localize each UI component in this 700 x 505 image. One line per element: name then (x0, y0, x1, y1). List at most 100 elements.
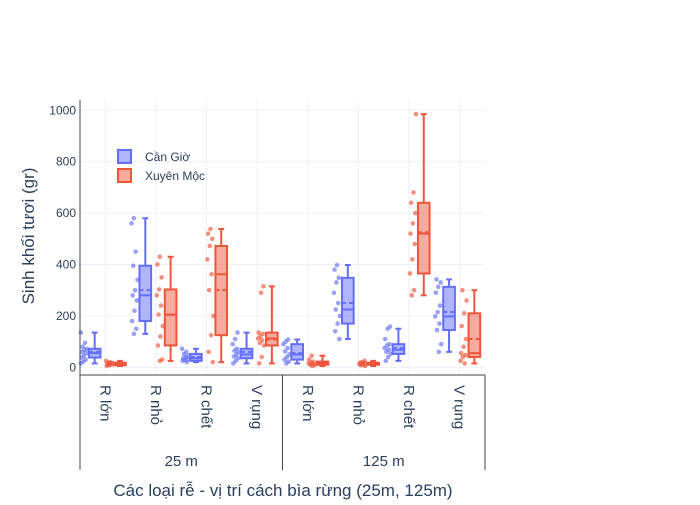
y-tick-label: 400 (56, 257, 76, 271)
data-point (285, 345, 290, 351)
box-xuyen-moc (458, 287, 482, 366)
data-point (206, 287, 212, 293)
data-point (413, 210, 418, 216)
data-point (410, 257, 415, 262)
data-point (184, 349, 189, 355)
data-point (156, 312, 161, 317)
data-point (434, 327, 440, 333)
box-xuyen-moc (356, 358, 380, 369)
legend-label: Xuyên Mộc (145, 169, 205, 183)
box-body (163, 288, 178, 347)
legend-swatch (117, 149, 132, 164)
data-point (134, 298, 140, 303)
data-point (435, 309, 440, 315)
box-body (467, 312, 482, 359)
data-point (209, 271, 214, 277)
y-tick-label: 200 (56, 309, 76, 323)
data-point (80, 344, 85, 350)
data-point (211, 313, 216, 319)
data-point (412, 241, 418, 247)
group-label: 125 m (363, 453, 405, 470)
y-tick-label: 600 (56, 206, 76, 220)
y-tick-label: 0 (69, 360, 76, 374)
data-point (461, 311, 467, 316)
data-point (103, 358, 109, 364)
data-point (160, 323, 166, 329)
data-point (334, 262, 340, 268)
data-point (179, 346, 185, 352)
data-point (386, 347, 392, 353)
x-tick-label: R chết (400, 385, 417, 429)
data-point (133, 326, 139, 332)
data-point (332, 267, 337, 272)
box-can-gio (179, 346, 203, 365)
data-point (258, 290, 264, 296)
data-point (413, 111, 419, 117)
data-point (463, 352, 468, 358)
legend[interactable]: Cần Giờ Xuyên Mộc (117, 149, 205, 183)
data-point (460, 287, 465, 293)
data-point (158, 334, 163, 339)
box-xuyen-moc (407, 111, 431, 298)
data-point (387, 324, 393, 329)
data-point (438, 341, 444, 347)
data-point (156, 287, 162, 292)
data-point (463, 336, 469, 342)
data-point (159, 357, 165, 362)
data-point (132, 287, 138, 293)
box-xuyen-moc (255, 284, 279, 366)
data-point (382, 336, 388, 342)
box-body (442, 285, 456, 332)
data-point (410, 221, 416, 226)
data-point (205, 231, 211, 236)
data-point (411, 190, 416, 195)
data-point (210, 359, 216, 365)
data-point (236, 350, 242, 355)
gridlines (80, 100, 485, 375)
data-point (309, 353, 314, 359)
group-label: 25 m (165, 453, 198, 470)
data-point (285, 337, 291, 342)
box-body (416, 201, 431, 275)
data-point (408, 200, 414, 206)
data-point (207, 243, 213, 249)
x-tick-label: R lớn (96, 385, 113, 422)
x-tick-label: R nhỏ (147, 385, 164, 425)
data-point (336, 275, 342, 281)
box-xuyen-moc (205, 226, 229, 365)
data-point (383, 358, 389, 364)
data-point (205, 257, 210, 262)
box-body (290, 343, 305, 361)
data-point (235, 355, 241, 361)
data-point (282, 349, 288, 354)
data-point (208, 332, 214, 338)
data-point (256, 361, 262, 366)
x-tick-label: V rụng (451, 385, 468, 429)
data-point (133, 249, 138, 254)
data-point (433, 290, 439, 296)
data-point (434, 277, 439, 282)
x-axis-title: Các loại rễ - vị trí cách bìa rừng (25m,… (113, 481, 452, 500)
data-point (208, 226, 213, 232)
data-point (337, 313, 343, 319)
data-point (286, 359, 292, 364)
data-point (159, 275, 164, 280)
data-point (458, 358, 463, 364)
data-point (436, 349, 442, 355)
data-point (458, 350, 464, 356)
data-point (260, 331, 266, 337)
data-point (83, 357, 88, 362)
box-xuyen-moc (103, 358, 127, 369)
data-point (158, 303, 164, 308)
data-point (388, 351, 393, 357)
data-point (129, 318, 135, 324)
box-can-gio (432, 277, 456, 355)
data-point (261, 343, 267, 348)
data-point (362, 358, 367, 364)
data-point (461, 344, 466, 350)
data-point (130, 293, 135, 298)
x-tick-label: V rụng (248, 385, 265, 429)
data-point (334, 280, 339, 285)
data-point (259, 338, 265, 343)
